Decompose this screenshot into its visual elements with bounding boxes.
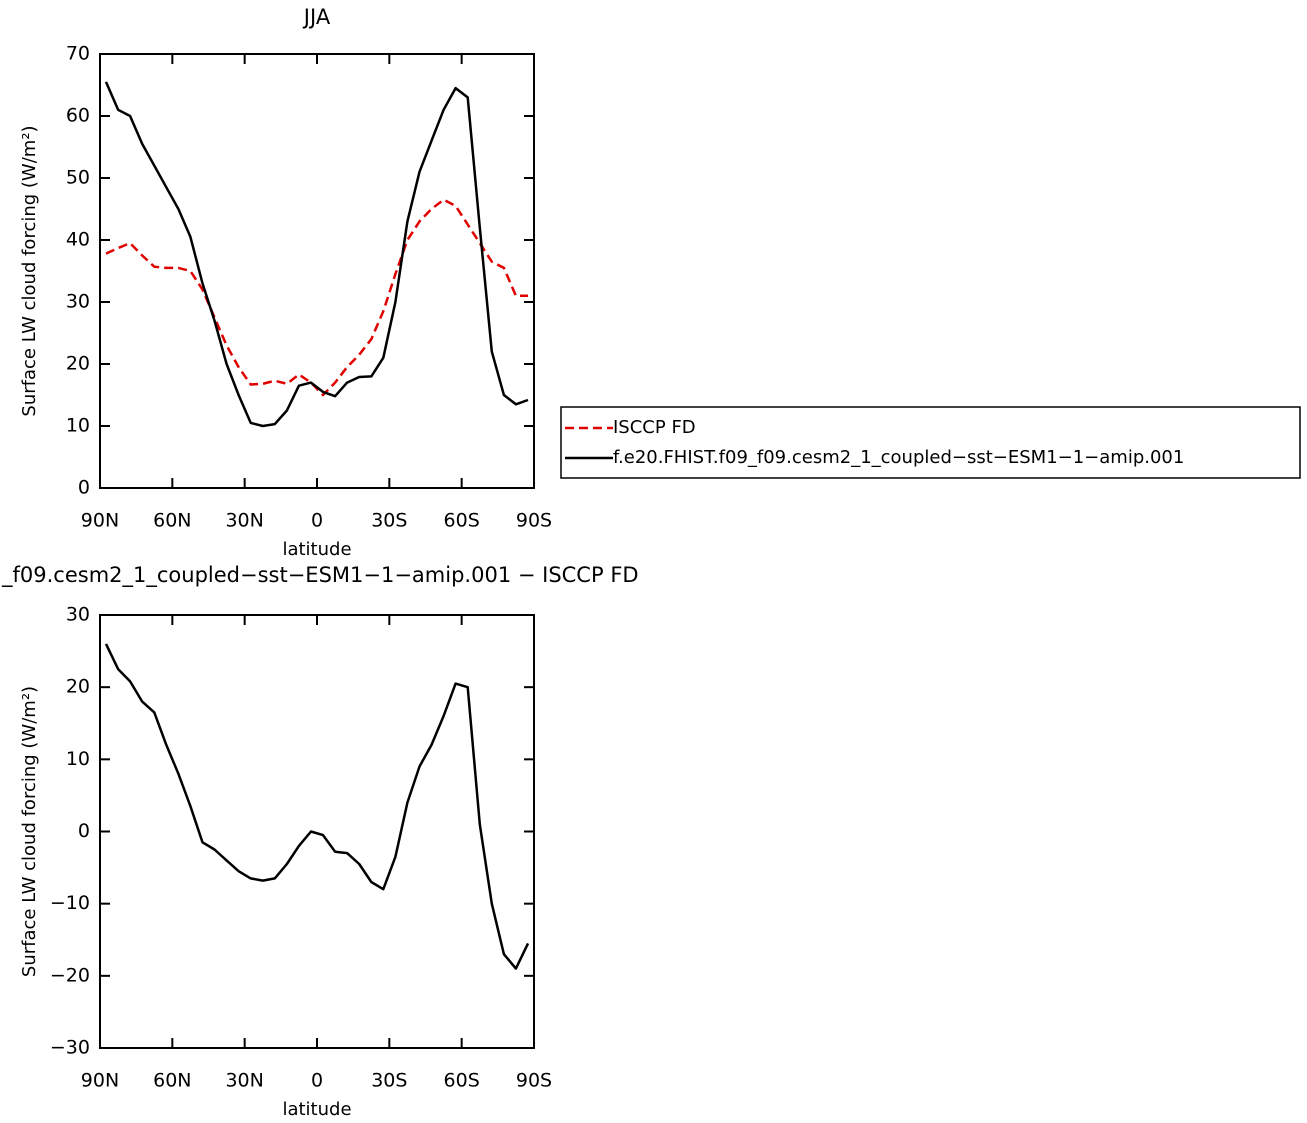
y-axis-label: Surface LW cloud forcing (W/m²) [19, 686, 40, 977]
y-tick-label: 0 [78, 477, 90, 499]
y-tick-label: 10 [66, 748, 90, 770]
x-tick-label: 30N [225, 1070, 263, 1092]
y-tick-label: 20 [66, 353, 90, 375]
y-axis-label: Surface LW cloud forcing (W/m²) [19, 125, 40, 416]
chart-title: JJA [302, 5, 331, 29]
x-tick-label: 90S [516, 1070, 552, 1092]
data-line [104, 81, 529, 428]
plot-frame [99, 53, 535, 489]
y-tick-label: 40 [66, 229, 90, 251]
x-axis-label: latitude [282, 539, 351, 560]
y-tick-label: 10 [66, 415, 90, 437]
y-tick-label: −10 [50, 892, 90, 914]
x-tick-label: 90N [81, 510, 119, 532]
y-tick-label: 50 [66, 167, 90, 189]
x-tick-label: 90S [516, 510, 552, 532]
chart-panel: _f09.cesm2_1_coupled−sst−ESM1−1−amip.001… [1, 563, 639, 1120]
x-tick-label: 60S [444, 510, 480, 532]
x-tick-label: 30S [371, 510, 407, 532]
x-tick-label: 90N [81, 1070, 119, 1092]
legend-box [560, 406, 1301, 479]
plot-frame [99, 614, 535, 1049]
y-tick-label: 20 [66, 676, 90, 698]
legend: ISCCP FD f.e20.FHIST.f09_f09.cesm2_1_coup… [560, 406, 1301, 479]
x-tick-label: 60S [444, 1070, 480, 1092]
y-tick-label: 30 [66, 604, 90, 626]
y-tick-label: 70 [66, 43, 90, 65]
chart-title: _f09.cesm2_1_coupled−sst−ESM1−1−amip.001… [1, 563, 639, 588]
x-axis-label: latitude [282, 1099, 351, 1120]
x-tick-label: 60N [153, 510, 191, 532]
data-line [105, 198, 528, 397]
x-tick-label: 30S [371, 1070, 407, 1092]
legend-label: ISCCP FD [613, 417, 696, 438]
chart-panel: JJA latitude Surface LW cloud forcing (W/m… [19, 5, 1301, 560]
data-line [104, 643, 530, 970]
x-tick-label: 0 [311, 1070, 323, 1092]
x-tick-label: 60N [153, 1070, 191, 1092]
y-tick-label: −30 [50, 1037, 90, 1059]
y-tick-label: 30 [66, 291, 90, 313]
y-tick-label: 60 [66, 105, 90, 127]
y-tick-label: 0 [78, 820, 90, 842]
legend-label: f.e20.FHIST.f09_f09.cesm2_1_coupled−sst−… [613, 447, 1184, 468]
x-tick-label: 30N [225, 510, 263, 532]
x-tick-label: 0 [311, 510, 323, 532]
y-tick-label: −20 [50, 964, 90, 986]
